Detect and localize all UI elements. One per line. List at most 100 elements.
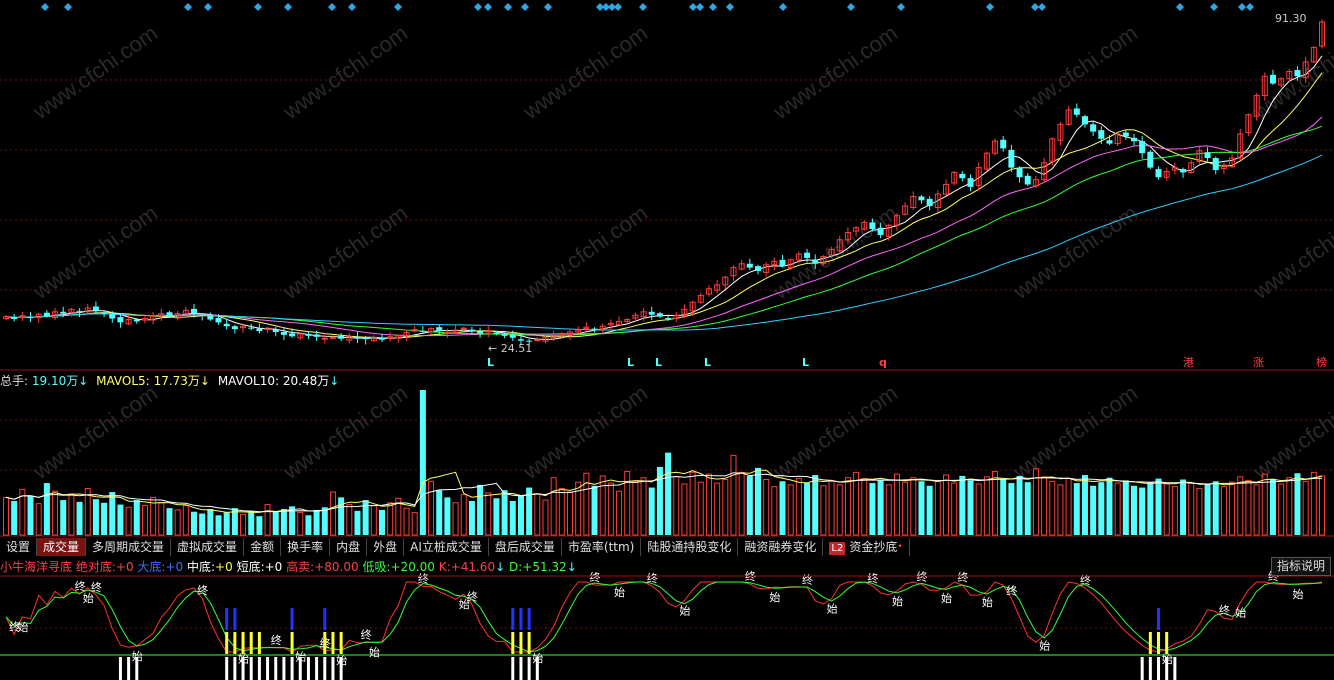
volume-bar [43,483,50,535]
volume-bar [289,506,296,535]
volume-bar [133,500,140,535]
tab-virtual-volume[interactable]: 虚拟成交量 [171,538,245,556]
watermark-text: www.cfchi.com [278,200,412,304]
candle-body [681,308,688,315]
volume-bar [705,473,712,536]
bottom-yellow-bar [1165,632,1169,654]
candle-body [387,336,394,339]
indicator-tab-bar: 设置 成交量 多周期成交量 虚拟成交量 金额 换手率 内盘 外盘 AI立桩成交量… [0,537,1334,557]
candle-body [918,196,925,201]
volume-bar [207,509,214,535]
volume-bar [158,502,165,536]
volume-bar [526,487,533,535]
volume-bar [804,483,811,535]
candle-body [1057,123,1064,141]
mavol10-label: MAVOL10: [217,374,280,388]
param-mid-bottom-value: +0 [215,560,233,574]
volume-bar [370,504,377,536]
volume-bar [640,477,647,536]
candle-body [1171,167,1178,171]
signal-diamond [254,3,262,11]
signal-letter: L [704,356,711,369]
end-mark: 终 [1080,573,1091,587]
candle-body [362,337,369,340]
candle-body [1269,74,1276,84]
candle-body [771,260,778,266]
volume-bar [68,493,75,536]
indicator-help-button[interactable]: 指标说明 [1270,557,1331,576]
candlestick-series[interactable] [3,19,1325,347]
volume-bar [812,475,819,535]
volume-bars[interactable] [3,390,1325,536]
watermark-text: www.cfchi.com [278,380,412,484]
signal-diamond [689,3,697,11]
volume-bar [444,497,451,535]
volume-bar [1220,486,1227,536]
signal-diamond [614,3,622,11]
tab-ai-volume[interactable]: AI立桩成交量 [404,538,489,556]
candle-body [403,331,410,337]
candle-body [1310,46,1317,63]
bottom-white-tick [1140,657,1144,680]
param-d-label: D: [508,560,523,574]
end-mark: 终 [9,620,20,634]
candle-body [648,311,655,315]
signal-diamond [1176,3,1184,11]
bottom-white-tick [135,657,139,680]
candle-body [346,336,353,341]
watermark-text: www.cfchi.com [768,200,902,304]
start-mark: 始 [769,590,780,604]
volume-bar [828,480,835,536]
candle-body [1229,157,1236,168]
volume-bar [648,487,655,535]
tab-fund-bottom[interactable]: L2 资金抄底• [823,538,910,556]
candle-body [1008,149,1015,168]
candle-body [902,205,909,215]
tab-pe-ttm[interactable]: 市盈率(ttm) [562,538,642,556]
tab-amount[interactable]: 金额 [244,538,282,556]
candle-body [934,193,941,209]
volume-bar [902,481,909,536]
tab-inner-volume[interactable]: 内盘 [330,538,368,556]
tab-after-hours-volume[interactable]: 盘后成交量 [489,538,562,556]
param-low-buy-label: 低吸: [362,560,391,574]
tab-settings[interactable]: 设置 [0,538,38,556]
bottom-white-tick [306,657,310,680]
side-label: 涨 [1253,356,1264,369]
param-big-bottom-label: 大底: [137,560,166,574]
candle-body [231,326,238,330]
watermark-text: www.cfchi.com [768,380,902,484]
volume-bar [182,504,189,536]
volume-bar [248,510,255,535]
candle-body [477,331,484,334]
candle-body [550,335,557,339]
volume-bar [599,475,606,536]
candle-body [951,171,958,184]
start-mark: 始 [941,591,952,605]
candle-body [338,335,345,339]
volume-bar [501,490,508,535]
volume-ma-lines [5,469,1323,513]
tab-northbound-holding[interactable]: 陆股通持股变化 [641,538,739,556]
volume-bar [1196,487,1203,536]
tab-outer-volume[interactable]: 外盘 [367,538,405,556]
volume-bar [27,495,34,535]
volume-bar [199,513,206,535]
signal-diamond [596,3,604,11]
tab-turnover[interactable]: 换手率 [281,538,331,556]
candle-body [992,140,999,154]
volume-bar [517,495,524,535]
candle-body [117,317,124,323]
bottom-white-tick [1157,657,1161,680]
bottom-yellow-bar [1148,632,1152,654]
tab-multi-period-volume[interactable]: 多周期成交量 [86,538,172,556]
volume-bar [746,475,753,535]
tab-volume[interactable]: 成交量 [37,538,87,556]
tab-margin-trading[interactable]: 融资融券变化 [738,538,824,556]
bottom-white-tick [323,657,327,680]
low-price-label: ← 24.51 [488,342,533,355]
candle-body [141,318,148,321]
candle-body [910,195,917,209]
signal-diamond [544,3,552,11]
